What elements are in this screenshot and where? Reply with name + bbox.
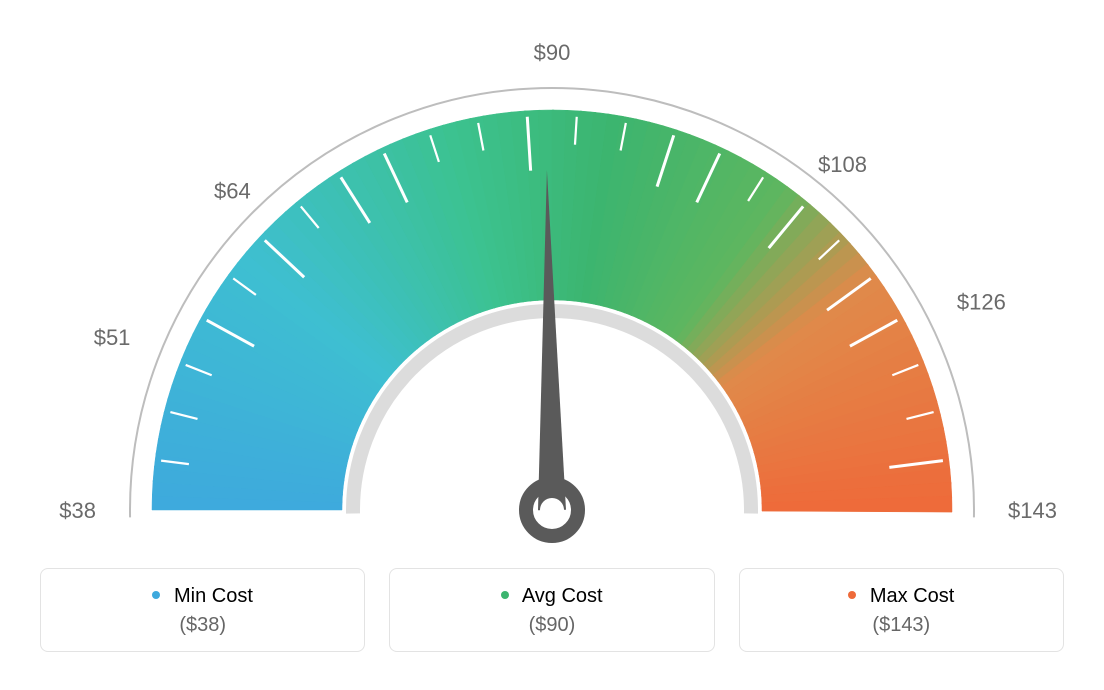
- legend-dot-max: [848, 591, 856, 599]
- svg-text:$108: $108: [818, 152, 867, 177]
- svg-text:$90: $90: [534, 40, 571, 65]
- legend-box-avg: Avg Cost ($90): [389, 568, 714, 652]
- svg-text:$126: $126: [957, 289, 1006, 314]
- legend-text-max: Max Cost: [870, 585, 954, 607]
- legend-value-avg: ($90): [390, 614, 713, 637]
- legend-value-max: ($143): [740, 614, 1063, 637]
- legend-dot-avg: [501, 591, 509, 599]
- svg-text:$143: $143: [1008, 498, 1057, 523]
- gauge-svg: $38 $51 $64 $90 $108 $126 $143: [22, 0, 1082, 560]
- legend-text-min: Min Cost: [174, 585, 253, 607]
- legend-box-max: Max Cost ($143): [739, 568, 1064, 652]
- legend-value-min: ($38): [41, 614, 364, 637]
- legend-label-avg: Avg Cost: [390, 585, 713, 608]
- gauge-area: $38 $51 $64 $90 $108 $126 $143: [0, 0, 1104, 560]
- legend-dot-min: [152, 591, 160, 599]
- legend-label-max: Max Cost: [740, 585, 1063, 608]
- svg-text:$51: $51: [94, 325, 131, 350]
- legend-box-min: Min Cost ($38): [40, 568, 365, 652]
- svg-text:$64: $64: [214, 178, 251, 203]
- legend-text-avg: Avg Cost: [522, 585, 603, 607]
- cost-gauge-infographic: $38 $51 $64 $90 $108 $126 $143 Min Cost ($38) …: [0, 0, 1104, 690]
- svg-text:$38: $38: [59, 498, 96, 523]
- legend-label-min: Min Cost: [41, 585, 364, 608]
- legend-row: Min Cost ($38) Avg Cost ($90) Max Cost (…: [0, 560, 1104, 652]
